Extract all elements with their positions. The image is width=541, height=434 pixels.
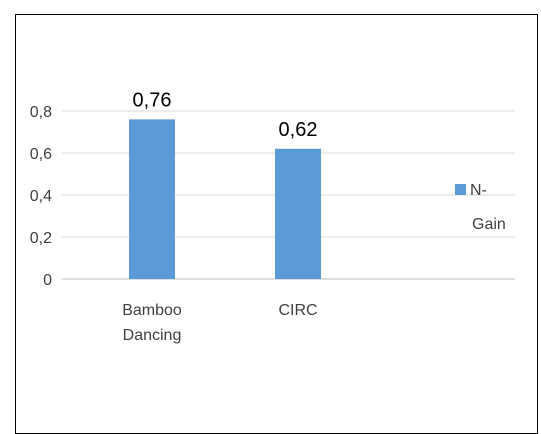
y-tick-label: 0,6	[30, 146, 52, 163]
y-tick-label: 0,4	[30, 188, 52, 205]
x-tick-label: CIRC	[278, 302, 317, 319]
x-tick-label-line: CIRC	[278, 302, 317, 319]
x-tick-label: Bamboo Dancing	[122, 302, 182, 344]
y-tick-label: 0,2	[30, 230, 52, 247]
bar-chart: 0 0,2 0,4 0,6 0,8 0,76 0,62 Bamboo Dancing CIRC N-…	[30, 89, 515, 344]
y-tick-label: 0	[43, 272, 52, 289]
data-label: 0,62	[279, 119, 318, 141]
data-label: 0,76	[133, 89, 172, 111]
legend-swatch	[455, 184, 466, 195]
legend-label: N-	[470, 182, 487, 199]
x-tick-label-line: Dancing	[123, 327, 182, 344]
bar	[129, 119, 175, 280]
bar	[275, 148, 321, 279]
x-tick-label-line: Bamboo	[122, 302, 182, 319]
y-tick-label: 0,8	[30, 104, 52, 121]
legend-label: Gain	[472, 216, 506, 233]
